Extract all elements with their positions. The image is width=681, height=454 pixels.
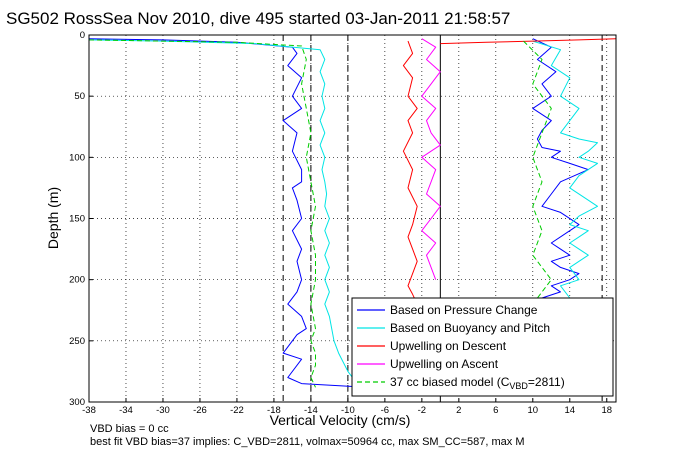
series-line-1-1 bbox=[532, 40, 598, 311]
y-tick-label: 300 bbox=[69, 397, 85, 408]
series-line-4-0 bbox=[88, 39, 316, 388]
x-axis-label: Vertical Velocity (cm/s) bbox=[270, 412, 411, 428]
legend-box bbox=[351, 297, 614, 397]
x-tick-label: -2 bbox=[418, 405, 426, 416]
legend: Based on Pressure Change Based on Buoyan… bbox=[351, 297, 614, 397]
series-line-4-1 bbox=[523, 40, 552, 305]
x-ticks: -38 -34 -30 -26 -22 -18 -14 -10 -6 -2 2 6 10 14 18 bbox=[82, 398, 612, 416]
vbd-bias-note: VBD bias = 0 cc bbox=[90, 423, 169, 435]
x-tick-label: 2 bbox=[456, 405, 461, 416]
series-line-2-0 bbox=[402, 40, 418, 317]
y-tick-label: 0 bbox=[80, 30, 85, 41]
x-tick-label: 6 bbox=[493, 405, 498, 416]
legend-label-model-subscript: VBD bbox=[509, 381, 528, 391]
best-fit-note: best fit VBD bias=37 implies: C_VBD=2811… bbox=[90, 436, 525, 448]
x-tick-label: -34 bbox=[119, 405, 133, 416]
x-tick-label: -30 bbox=[156, 405, 170, 416]
series-line-2-1 bbox=[440, 38, 617, 45]
x-tick-label: -18 bbox=[267, 405, 281, 416]
legend-label-model-suffix: =2811) bbox=[528, 375, 565, 389]
x-tick-label: -6 bbox=[381, 405, 389, 416]
series-line-0-1 bbox=[532, 38, 589, 305]
x-tick-label: -38 bbox=[82, 405, 96, 416]
y-ticks: 0 50 100 150 200 250 300 bbox=[69, 30, 93, 408]
y-tick-label: 50 bbox=[74, 91, 85, 102]
y-tick-label: 200 bbox=[69, 275, 85, 286]
series-lines bbox=[88, 38, 617, 388]
x-tick-label: 18 bbox=[601, 405, 612, 416]
series-line-3-0 bbox=[421, 38, 441, 280]
series-line-0-0 bbox=[88, 38, 367, 388]
y-axis-label: Depth (m) bbox=[45, 187, 61, 249]
legend-label-model-main: 37 cc biased model (C bbox=[390, 375, 510, 389]
y-tick-label: 150 bbox=[69, 214, 85, 225]
legend-label-pressure: Based on Pressure Change bbox=[390, 303, 538, 317]
x-tick-label: 10 bbox=[528, 405, 539, 416]
x-tick-label: 14 bbox=[564, 405, 575, 416]
y-tick-label: 100 bbox=[69, 152, 85, 163]
x-tick-label: -26 bbox=[193, 405, 207, 416]
chart-title: SG502 RossSea Nov 2010, dive 495 started… bbox=[6, 9, 510, 28]
legend-label-descent: Upwelling on Descent bbox=[390, 339, 507, 353]
y-tick-label: 250 bbox=[69, 336, 85, 347]
legend-label-buoyancy: Based on Buoyancy and Pitch bbox=[390, 321, 550, 335]
x-tick-label: -22 bbox=[230, 405, 244, 416]
x-tick-label: -10 bbox=[341, 405, 355, 416]
legend-label-model: 37 cc biased model (CVBD=2811) bbox=[390, 375, 565, 391]
legend-label-ascent: Upwelling on Ascent bbox=[390, 357, 499, 371]
series-line-1-0 bbox=[88, 39, 358, 384]
x-tick-label: -14 bbox=[304, 405, 318, 416]
